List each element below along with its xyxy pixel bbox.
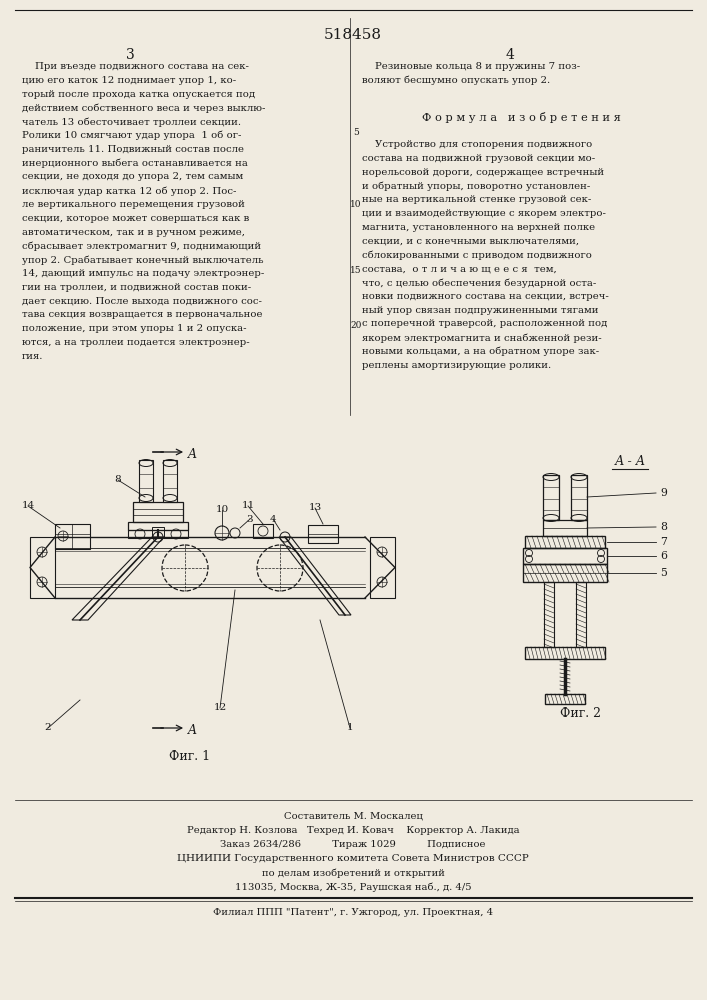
Bar — [523, 548, 607, 564]
Text: ЦНИИПИ Государственного комитета Совета Министров СССР: ЦНИИПИ Государственного комитета Совета … — [177, 854, 529, 863]
Text: 8: 8 — [115, 476, 122, 485]
Text: 4: 4 — [269, 514, 276, 524]
Text: Ролики 10 смягчают удар упора  1 об ог-: Ролики 10 смягчают удар упора 1 об ог- — [22, 131, 241, 140]
Text: раничитель 11. Подвижный состав после: раничитель 11. Подвижный состав после — [22, 145, 244, 154]
Text: упор 2. Срабатывает конечный выключатель: упор 2. Срабатывает конечный выключатель — [22, 255, 264, 265]
Text: что, с целью обеспечения безударной оста-: что, с целью обеспечения безударной оста… — [362, 278, 596, 288]
Text: 9: 9 — [660, 488, 667, 498]
Text: положение, при этом упоры 1 и 2 опуска-: положение, при этом упоры 1 и 2 опуска- — [22, 324, 247, 333]
Bar — [545, 694, 585, 704]
Bar — [152, 527, 164, 537]
Text: секции, и с конечными выключателями,: секции, и с конечными выключателями, — [362, 237, 579, 246]
Bar — [163, 460, 177, 502]
Text: якорем электромагнита и снабженной рези-: якорем электромагнита и снабженной рези- — [362, 333, 602, 343]
Text: Фиг. 1: Фиг. 1 — [170, 750, 211, 763]
Text: магнита, установленного на верхней полке: магнита, установленного на верхней полке — [362, 223, 595, 232]
Text: исключая удар катка 12 об упор 2. Пос-: исключая удар катка 12 об упор 2. Пос- — [22, 186, 236, 196]
Text: новыми кольцами, а на обратном упоре зак-: новыми кольцами, а на обратном упоре зак… — [362, 347, 599, 357]
Text: гия.: гия. — [22, 352, 44, 361]
Text: 1: 1 — [346, 724, 354, 732]
Text: сблокированными с приводом подвижного: сблокированными с приводом подвижного — [362, 250, 592, 260]
Bar — [523, 564, 607, 582]
Text: действием собственного веса и через выклю-: действием собственного веса и через выкл… — [22, 103, 265, 113]
Text: 10: 10 — [216, 506, 228, 514]
Text: воляют бесшумно опускать упор 2.: воляют бесшумно опускать упор 2. — [362, 76, 550, 85]
Text: торый после прохода катка опускается под: торый после прохода катка опускается под — [22, 90, 255, 99]
Bar — [576, 582, 586, 647]
Text: Филиал ППП "Патент", г. Ужгород, ул. Проектная, 4: Филиал ППП "Патент", г. Ужгород, ул. Про… — [213, 908, 493, 917]
Text: 4: 4 — [506, 48, 515, 62]
Text: Резиновые кольца 8 и пружины 7 поз-: Резиновые кольца 8 и пружины 7 поз- — [362, 62, 580, 71]
Text: А - А: А - А — [614, 455, 645, 468]
Text: и обратный упоры, поворотно установлен-: и обратный упоры, поворотно установлен- — [362, 181, 590, 191]
Text: 7: 7 — [660, 537, 667, 547]
Text: Составитель М. Москалец: Составитель М. Москалец — [284, 812, 423, 821]
Text: При въезде подвижного состава на сек-: При въезде подвижного состава на сек- — [22, 62, 249, 71]
Text: ные на вертикальной стенке грузовой сек-: ные на вертикальной стенке грузовой сек- — [362, 195, 591, 204]
Text: 10: 10 — [350, 200, 362, 209]
Bar — [525, 647, 605, 659]
Text: 5: 5 — [353, 128, 359, 137]
Bar — [308, 525, 338, 543]
Bar — [525, 536, 605, 548]
Text: 12: 12 — [214, 704, 227, 712]
Text: автоматическом, так и в ручном режиме,: автоматическом, так и в ручном режиме, — [22, 228, 245, 237]
Bar — [543, 475, 559, 520]
Text: 518458: 518458 — [324, 28, 382, 42]
Bar — [133, 502, 183, 522]
Text: состава,  о т л и ч а ю щ е е с я  тем,: состава, о т л и ч а ю щ е е с я тем, — [362, 264, 556, 273]
Text: новки подвижного состава на секции, встреч-: новки подвижного состава на секции, встр… — [362, 292, 609, 301]
Text: Устройство для стопорения подвижного: Устройство для стопорения подвижного — [362, 140, 592, 149]
Text: ции и взаимодействующие с якорем электро-: ции и взаимодействующие с якорем электро… — [362, 209, 606, 218]
Text: 11: 11 — [241, 502, 255, 510]
Text: инерционного выбега останавливается на: инерционного выбега останавливается на — [22, 159, 248, 168]
Text: Ф о р м у л а   и з о б р е т е н и я: Ф о р м у л а и з о б р е т е н и я — [421, 112, 621, 123]
Bar — [543, 520, 587, 536]
Text: сбрасывает электромагнит 9, поднимающий: сбрасывает электромагнит 9, поднимающий — [22, 241, 261, 251]
Bar — [139, 460, 153, 502]
Text: дает секцию. После выхода подвижного сос-: дает секцию. После выхода подвижного сос… — [22, 297, 262, 306]
Text: 13: 13 — [308, 504, 322, 512]
Text: ный упор связан подпружиненными тягами: ный упор связан подпружиненными тягами — [362, 306, 599, 315]
Bar — [55, 524, 90, 549]
Text: с поперечной траверсой, расположенной под: с поперечной траверсой, расположенной по… — [362, 319, 607, 328]
Text: 20: 20 — [350, 321, 362, 330]
Bar — [128, 522, 188, 530]
Bar — [571, 475, 587, 520]
Text: секции, которое может совершаться как в: секции, которое может совершаться как в — [22, 214, 250, 223]
Text: 2: 2 — [45, 724, 52, 732]
Text: 14: 14 — [21, 502, 35, 510]
Text: чатель 13 обесточивает троллеи секции.: чатель 13 обесточивает троллеи секции. — [22, 117, 241, 127]
Text: 15: 15 — [350, 266, 362, 275]
Text: тава секция возвращается в первоначальное: тава секция возвращается в первоначально… — [22, 310, 262, 319]
Bar — [253, 524, 273, 538]
Text: гии на троллеи, и подвижной состав поки-: гии на троллеи, и подвижной состав поки- — [22, 283, 251, 292]
Text: норельсовой дороги, содержащее встречный: норельсовой дороги, содержащее встречный — [362, 168, 604, 177]
Text: состава на подвижной грузовой секции мо-: состава на подвижной грузовой секции мо- — [362, 154, 595, 163]
Bar — [30, 537, 55, 598]
Text: A: A — [188, 724, 197, 737]
Text: ются, а на троллеи подается электроэнер-: ются, а на троллеи подается электроэнер- — [22, 338, 250, 347]
Bar — [370, 537, 395, 598]
Text: цию его каток 12 поднимает упор 1, ко-: цию его каток 12 поднимает упор 1, ко- — [22, 76, 236, 85]
Text: секции, не доходя до упора 2, тем самым: секции, не доходя до упора 2, тем самым — [22, 172, 243, 181]
Text: по делам изобретений и открытий: по делам изобретений и открытий — [262, 868, 445, 878]
Text: Заказ 2634/286          Тираж 1029          Подписное: Заказ 2634/286 Тираж 1029 Подписное — [221, 840, 486, 849]
Text: 14, дающий импульс на подачу электроэнер-: 14, дающий импульс на подачу электроэнер… — [22, 269, 264, 278]
Text: 8: 8 — [660, 522, 667, 532]
Text: 3: 3 — [247, 514, 253, 524]
Text: ле вертикального перемещения грузовой: ле вертикального перемещения грузовой — [22, 200, 245, 209]
Text: Фиг. 2: Фиг. 2 — [559, 707, 600, 720]
Text: 3: 3 — [126, 48, 134, 62]
Bar — [128, 530, 188, 538]
Text: реплены амортизирующие ролики.: реплены амортизирующие ролики. — [362, 361, 551, 370]
Text: 113035, Москва, Ж-35, Раушская наб., д. 4/5: 113035, Москва, Ж-35, Раушская наб., д. … — [235, 882, 472, 892]
Text: 6: 6 — [660, 551, 667, 561]
Text: A: A — [188, 448, 197, 461]
Bar — [544, 582, 554, 647]
Text: 5: 5 — [660, 568, 667, 578]
Text: Редактор Н. Козлова   Техред И. Ковач    Корректор А. Лакида: Редактор Н. Козлова Техред И. Ковач Корр… — [187, 826, 520, 835]
